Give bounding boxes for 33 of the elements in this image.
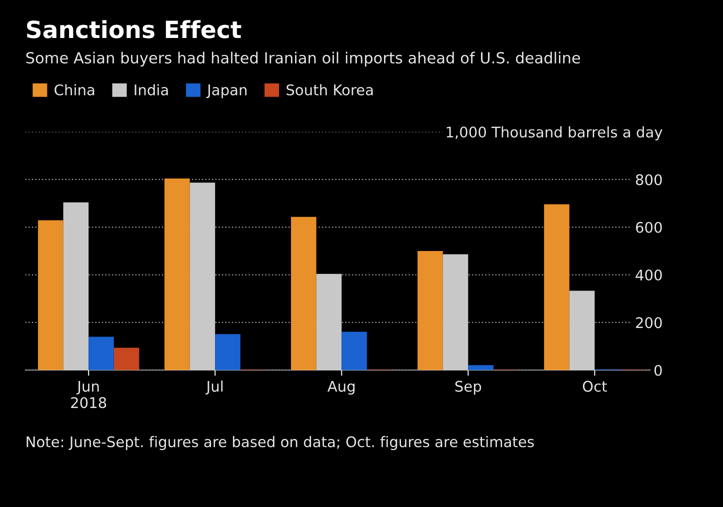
bar: [544, 204, 570, 370]
text: Note: June-Sept. figures are based on data; Oct. figures are estimates: [26, 436, 534, 450]
y-tick-label: 1,000 Thousand barrels a day: [446, 126, 662, 140]
y-tick-label: 200: [636, 317, 662, 328]
y-tick-label: 600: [636, 222, 662, 233]
bar: [468, 365, 494, 370]
legend-label: Japan: [206, 84, 246, 98]
bar: [114, 348, 140, 370]
bar: [63, 202, 89, 370]
x-tick-label: Jun 2018: [71, 380, 106, 408]
legend-label: China: [54, 84, 94, 96]
bar: [569, 290, 595, 370]
legend-label: India: [134, 84, 168, 96]
bar: [316, 274, 342, 370]
bar: [164, 178, 190, 370]
bar: [442, 254, 468, 370]
chart-subtitle: Some Asian buyers had halted Iranian oil imports ahead of U.S. deadline: [26, 52, 580, 67]
x-tick-label: Jul: [206, 380, 223, 395]
bar: [38, 220, 64, 370]
bar: [291, 216, 316, 370]
y-tick-label: 400: [636, 270, 662, 281]
x-tick-label: Sep: [455, 380, 482, 395]
bar: [215, 334, 240, 370]
x-tick-label: Aug: [327, 380, 355, 395]
bar: [342, 332, 367, 370]
x-tick-label: Oct: [582, 380, 607, 392]
y-tick-label: 800: [636, 174, 662, 186]
chart-title: Sanctions Effect: [27, 20, 242, 38]
bar: [190, 182, 216, 370]
bar: [418, 250, 443, 370]
bar: [88, 336, 114, 370]
legend-label: South Korea: [286, 84, 373, 96]
y-tick-label: 0: [654, 364, 662, 376]
